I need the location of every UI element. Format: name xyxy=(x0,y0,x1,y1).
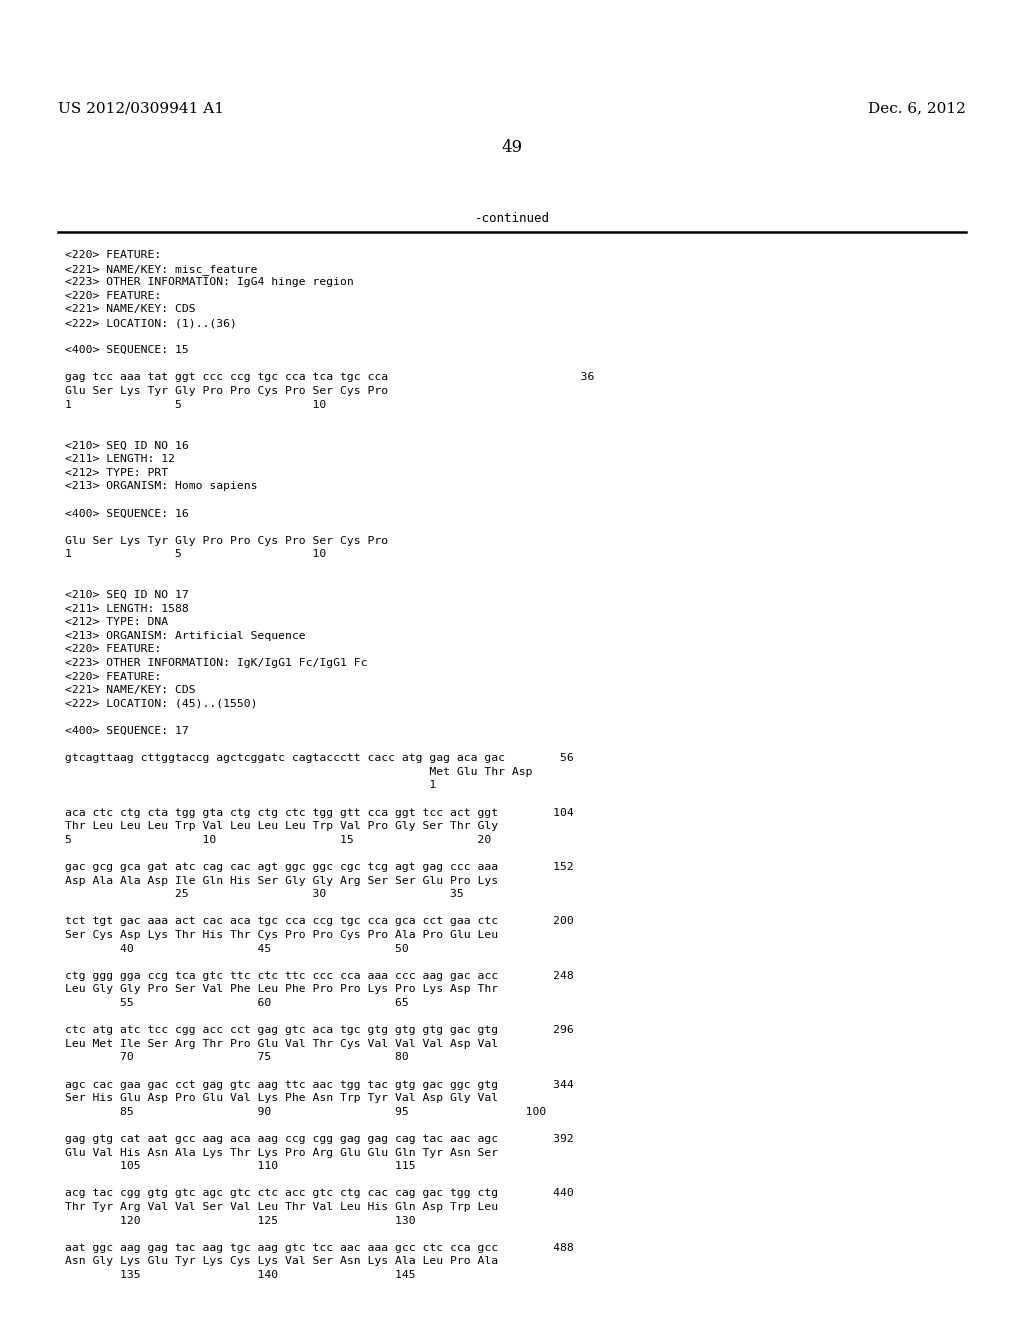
Text: Thr Tyr Arg Val Val Ser Val Leu Thr Val Leu His Gln Asp Trp Leu: Thr Tyr Arg Val Val Ser Val Leu Thr Val … xyxy=(65,1203,498,1212)
Text: 120                 125                 130: 120 125 130 xyxy=(65,1216,416,1225)
Text: <222> LOCATION: (1)..(36): <222> LOCATION: (1)..(36) xyxy=(65,318,237,327)
Text: 1               5                   10: 1 5 10 xyxy=(65,549,327,560)
Text: <213> ORGANISM: Homo sapiens: <213> ORGANISM: Homo sapiens xyxy=(65,482,257,491)
Text: 1               5                   10: 1 5 10 xyxy=(65,400,327,409)
Text: 135                 140                 145: 135 140 145 xyxy=(65,1270,416,1280)
Text: <223> OTHER INFORMATION: IgK/IgG1 Fc/IgG1 Fc: <223> OTHER INFORMATION: IgK/IgG1 Fc/IgG… xyxy=(65,657,368,668)
Text: Ser His Glu Asp Pro Glu Val Lys Phe Asn Trp Tyr Val Asp Gly Val: Ser His Glu Asp Pro Glu Val Lys Phe Asn … xyxy=(65,1093,498,1104)
Text: Glu Ser Lys Tyr Gly Pro Pro Cys Pro Ser Cys Pro: Glu Ser Lys Tyr Gly Pro Pro Cys Pro Ser … xyxy=(65,385,388,396)
Text: <220> FEATURE:: <220> FEATURE: xyxy=(65,644,161,655)
Text: Glu Val His Asn Ala Lys Thr Lys Pro Arg Glu Glu Gln Tyr Asn Ser: Glu Val His Asn Ala Lys Thr Lys Pro Arg … xyxy=(65,1147,498,1158)
Text: Leu Met Ile Ser Arg Thr Pro Glu Val Thr Cys Val Val Val Asp Val: Leu Met Ile Ser Arg Thr Pro Glu Val Thr … xyxy=(65,1039,498,1049)
Text: Dec. 6, 2012: Dec. 6, 2012 xyxy=(868,102,966,115)
Text: <221> NAME/KEY: misc_feature: <221> NAME/KEY: misc_feature xyxy=(65,264,257,275)
Text: ctc atg atc tcc cgg acc cct gag gtc aca tgc gtg gtg gtg gac gtg        296: ctc atg atc tcc cgg acc cct gag gtc aca … xyxy=(65,1026,573,1035)
Text: gtcagttaag cttggtaccg agctcggatc cagtaccctt cacc atg gag aca gac        56: gtcagttaag cttggtaccg agctcggatc cagtacc… xyxy=(65,754,573,763)
Text: Asn Gly Lys Glu Tyr Lys Cys Lys Val Ser Asn Lys Ala Leu Pro Ala: Asn Gly Lys Glu Tyr Lys Cys Lys Val Ser … xyxy=(65,1257,498,1266)
Text: <221> NAME/KEY: CDS: <221> NAME/KEY: CDS xyxy=(65,305,196,314)
Text: 49: 49 xyxy=(502,140,522,157)
Text: Ser Cys Asp Lys Thr His Thr Cys Pro Pro Cys Pro Ala Pro Glu Leu: Ser Cys Asp Lys Thr His Thr Cys Pro Pro … xyxy=(65,931,498,940)
Text: <220> FEATURE:: <220> FEATURE: xyxy=(65,290,161,301)
Text: 55                  60                  65: 55 60 65 xyxy=(65,998,409,1008)
Text: acg tac cgg gtg gtc agc gtc ctc acc gtc ctg cac cag gac tgg ctg        440: acg tac cgg gtg gtc agc gtc ctc acc gtc … xyxy=(65,1188,573,1199)
Text: 105                 110                 115: 105 110 115 xyxy=(65,1162,416,1171)
Text: <210> SEQ ID NO 17: <210> SEQ ID NO 17 xyxy=(65,590,188,601)
Text: tct tgt gac aaa act cac aca tgc cca ccg tgc cca gca cct gaa ctc        200: tct tgt gac aaa act cac aca tgc cca ccg … xyxy=(65,916,573,927)
Text: 70                  75                  80: 70 75 80 xyxy=(65,1052,409,1063)
Text: <220> FEATURE:: <220> FEATURE: xyxy=(65,672,161,681)
Text: <400> SEQUENCE: 16: <400> SEQUENCE: 16 xyxy=(65,508,188,519)
Text: <400> SEQUENCE: 15: <400> SEQUENCE: 15 xyxy=(65,346,188,355)
Text: <400> SEQUENCE: 17: <400> SEQUENCE: 17 xyxy=(65,726,188,737)
Text: gag tcc aaa tat ggt ccc ccg tgc cca tca tgc cca                            36: gag tcc aaa tat ggt ccc ccg tgc cca tca … xyxy=(65,372,594,383)
Text: gag gtg cat aat gcc aag aca aag ccg cgg gag gag cag tac aac agc        392: gag gtg cat aat gcc aag aca aag ccg cgg … xyxy=(65,1134,573,1144)
Text: agc cac gaa gac cct gag gtc aag ttc aac tgg tac gtg gac ggc gtg        344: agc cac gaa gac cct gag gtc aag ttc aac … xyxy=(65,1080,573,1089)
Text: 40                  45                  50: 40 45 50 xyxy=(65,944,409,953)
Text: Leu Gly Gly Pro Ser Val Phe Leu Phe Pro Pro Lys Pro Lys Asp Thr: Leu Gly Gly Pro Ser Val Phe Leu Phe Pro … xyxy=(65,985,498,994)
Text: <210> SEQ ID NO 16: <210> SEQ ID NO 16 xyxy=(65,441,188,450)
Text: ctg ggg gga ccg tca gtc ttc ctc ttc ccc cca aaa ccc aag gac acc        248: ctg ggg gga ccg tca gtc ttc ctc ttc ccc … xyxy=(65,970,573,981)
Text: <213> ORGANISM: Artificial Sequence: <213> ORGANISM: Artificial Sequence xyxy=(65,631,305,640)
Text: 1: 1 xyxy=(65,780,436,791)
Text: <220> FEATURE:: <220> FEATURE: xyxy=(65,249,161,260)
Text: 5                   10                  15                  20: 5 10 15 20 xyxy=(65,834,492,845)
Text: <223> OTHER INFORMATION: IgG4 hinge region: <223> OTHER INFORMATION: IgG4 hinge regi… xyxy=(65,277,353,288)
Text: <211> LENGTH: 12: <211> LENGTH: 12 xyxy=(65,454,175,465)
Text: <222> LOCATION: (45)..(1550): <222> LOCATION: (45)..(1550) xyxy=(65,698,257,709)
Text: Asp Ala Ala Asp Ile Gln His Ser Gly Gly Arg Ser Ser Glu Pro Lys: Asp Ala Ala Asp Ile Gln His Ser Gly Gly … xyxy=(65,875,498,886)
Text: aat ggc aag gag tac aag tgc aag gtc tcc aac aaa gcc ctc cca gcc        488: aat ggc aag gag tac aag tgc aag gtc tcc … xyxy=(65,1243,573,1253)
Text: gac gcg gca gat atc cag cac agt ggc ggc cgc tcg agt gag ccc aaa        152: gac gcg gca gat atc cag cac agt ggc ggc … xyxy=(65,862,573,873)
Text: aca ctc ctg cta tgg gta ctg ctg ctc tgg gtt cca ggt tcc act ggt        104: aca ctc ctg cta tgg gta ctg ctg ctc tgg … xyxy=(65,808,573,817)
Text: <212> TYPE: PRT: <212> TYPE: PRT xyxy=(65,467,168,478)
Text: <221> NAME/KEY: CDS: <221> NAME/KEY: CDS xyxy=(65,685,196,696)
Text: Glu Ser Lys Tyr Gly Pro Pro Cys Pro Ser Cys Pro: Glu Ser Lys Tyr Gly Pro Pro Cys Pro Ser … xyxy=(65,536,388,545)
Text: US 2012/0309941 A1: US 2012/0309941 A1 xyxy=(58,102,224,115)
Text: <212> TYPE: DNA: <212> TYPE: DNA xyxy=(65,618,168,627)
Text: -continued: -continued xyxy=(474,211,550,224)
Text: 85                  90                  95                 100: 85 90 95 100 xyxy=(65,1106,546,1117)
Text: Met Glu Thr Asp: Met Glu Thr Asp xyxy=(65,767,532,776)
Text: 25                  30                  35: 25 30 35 xyxy=(65,890,464,899)
Text: Thr Leu Leu Leu Trp Val Leu Leu Leu Trp Val Pro Gly Ser Thr Gly: Thr Leu Leu Leu Trp Val Leu Leu Leu Trp … xyxy=(65,821,498,832)
Text: <211> LENGTH: 1588: <211> LENGTH: 1588 xyxy=(65,603,188,614)
